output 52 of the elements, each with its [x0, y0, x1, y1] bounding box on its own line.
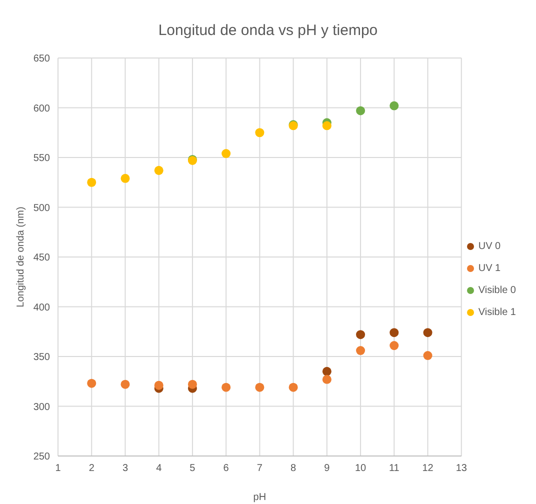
y-tick-label: 300 [33, 402, 50, 413]
point [322, 374, 332, 384]
x-axis-title: pH [253, 492, 266, 503]
point [154, 380, 164, 390]
y-tick-label: 500 [33, 202, 50, 214]
x-tick-label: 7 [256, 463, 263, 474]
y-tick-label: 350 [33, 352, 50, 364]
x-tick-label: 12 [422, 463, 434, 474]
x-tick-label: 13 [456, 463, 468, 474]
y-tick-label: 600 [33, 103, 50, 114]
point [390, 341, 399, 350]
y-tick-label: 450 [33, 252, 50, 264]
point [188, 380, 197, 389]
x-tick-label: 9 [324, 463, 330, 474]
point [87, 178, 96, 187]
y-tick-label: 550 [33, 153, 50, 164]
point [120, 380, 130, 389]
point [322, 366, 332, 376]
x-tick-label: 5 [190, 463, 196, 474]
x-tick-label: 1 [55, 463, 62, 474]
point [222, 382, 231, 392]
point [288, 382, 298, 392]
y-tick-label: 650 [33, 54, 50, 65]
point [356, 330, 366, 340]
x-tick-label: 3 [122, 463, 128, 474]
y-axis-title: Longitud de onda (nm) [16, 206, 27, 308]
point [255, 128, 264, 138]
x-tick-label: 4 [156, 463, 162, 474]
point [356, 106, 366, 116]
y-tick-label: 400 [33, 302, 50, 314]
legend-label: Visible 0 [478, 285, 516, 296]
x-tick-label: 8 [290, 463, 297, 474]
point [390, 101, 399, 110]
point [222, 149, 231, 158]
point [87, 378, 96, 388]
point [423, 328, 432, 338]
point [390, 328, 399, 338]
legend-label: Visible 1 [478, 307, 516, 318]
y-tick-label: 250 [33, 452, 50, 463]
point [423, 351, 432, 360]
legend-label: UV 0 [478, 241, 501, 252]
x-tick-label: 10 [354, 463, 367, 474]
point [120, 174, 130, 183]
x-tick-label: 11 [388, 463, 400, 474]
x-tick-label: 2 [88, 463, 95, 474]
point [322, 121, 332, 130]
point [154, 166, 164, 175]
point [356, 346, 366, 356]
point [255, 382, 264, 392]
x-tick-label: 6 [223, 463, 230, 474]
chart-title: Longitud de onda vs pH y tiempo [157, 21, 379, 41]
legend-label: UV 1 [478, 263, 501, 274]
